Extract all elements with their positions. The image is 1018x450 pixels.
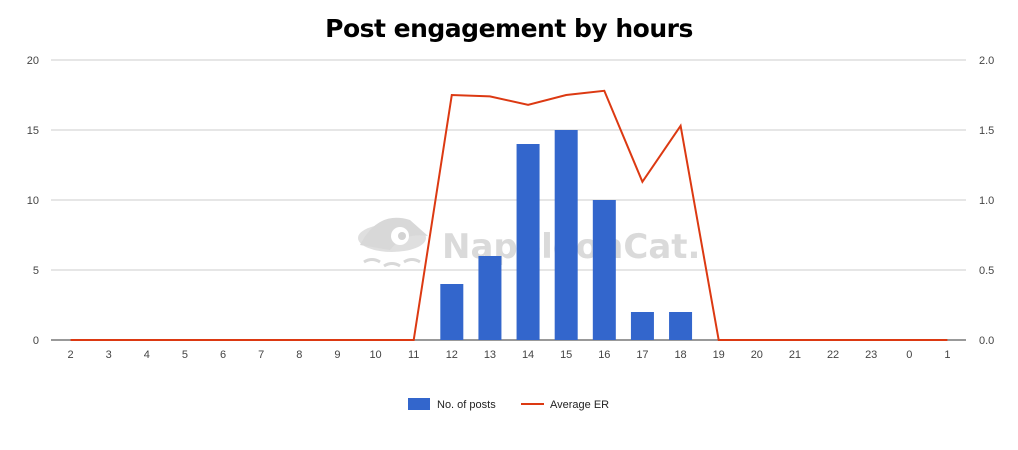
y-right-tick-label: 1.0 <box>979 195 994 207</box>
x-tick-label: 5 <box>182 349 188 361</box>
legend-swatch-no-of-posts <box>408 398 430 410</box>
chart-title: Post engagement by hours <box>325 14 693 43</box>
y-right-tick-label: 0.5 <box>979 265 994 277</box>
x-tick-label: 4 <box>144 349 150 361</box>
bar <box>554 130 578 340</box>
x-tick-label: 3 <box>106 349 112 361</box>
y-right-tick-label: 1.5 <box>979 125 994 137</box>
x-tick-label: 21 <box>789 349 801 361</box>
y-left-tick-label: 5 <box>33 265 39 277</box>
legend-label-average-er: Average ER <box>550 399 609 411</box>
x-tick-label: 16 <box>598 349 610 361</box>
series-line-average-er <box>70 89 948 341</box>
bar <box>592 200 616 340</box>
x-tick-label: 11 <box>408 349 419 361</box>
y-left-tick-label: 0 <box>33 335 39 347</box>
y-right-tick-label: 0.0 <box>979 335 994 347</box>
x-tick-label: 2 <box>68 349 74 361</box>
y-left-tick-label: 20 <box>27 55 39 67</box>
x-tick-label: 10 <box>369 349 381 361</box>
bar <box>669 312 693 340</box>
y-left-tick-label: 15 <box>27 125 39 137</box>
x-tick-label: 23 <box>865 349 877 361</box>
x-tick-label: 6 <box>220 349 226 361</box>
x-tick-label: 8 <box>296 349 302 361</box>
bar <box>516 144 540 340</box>
bar <box>440 284 464 340</box>
y-left-tick-label: 10 <box>27 195 39 207</box>
napoleoncat-logo-icon <box>358 217 428 268</box>
x-tick-label: 7 <box>258 349 264 361</box>
x-tick-label: 13 <box>484 349 496 361</box>
legend-label-no-of-posts: No. of posts <box>437 399 496 411</box>
x-tick-label: 14 <box>522 349 534 361</box>
x-tick-label: 9 <box>334 349 340 361</box>
x-tick-label: 12 <box>446 349 458 361</box>
bar <box>478 256 502 340</box>
x-tick-label: 17 <box>636 349 648 361</box>
x-tick-label: 20 <box>751 349 763 361</box>
x-tick-label: 19 <box>713 349 725 361</box>
bar <box>630 312 654 340</box>
y-right-tick-label: 2.0 <box>979 55 994 67</box>
x-tick-label: 1 <box>944 349 950 361</box>
x-tick-label: 0 <box>906 349 912 361</box>
x-tick-label: 18 <box>674 349 686 361</box>
x-tick-label: 15 <box>560 349 572 361</box>
x-tick-label: 22 <box>827 349 839 361</box>
